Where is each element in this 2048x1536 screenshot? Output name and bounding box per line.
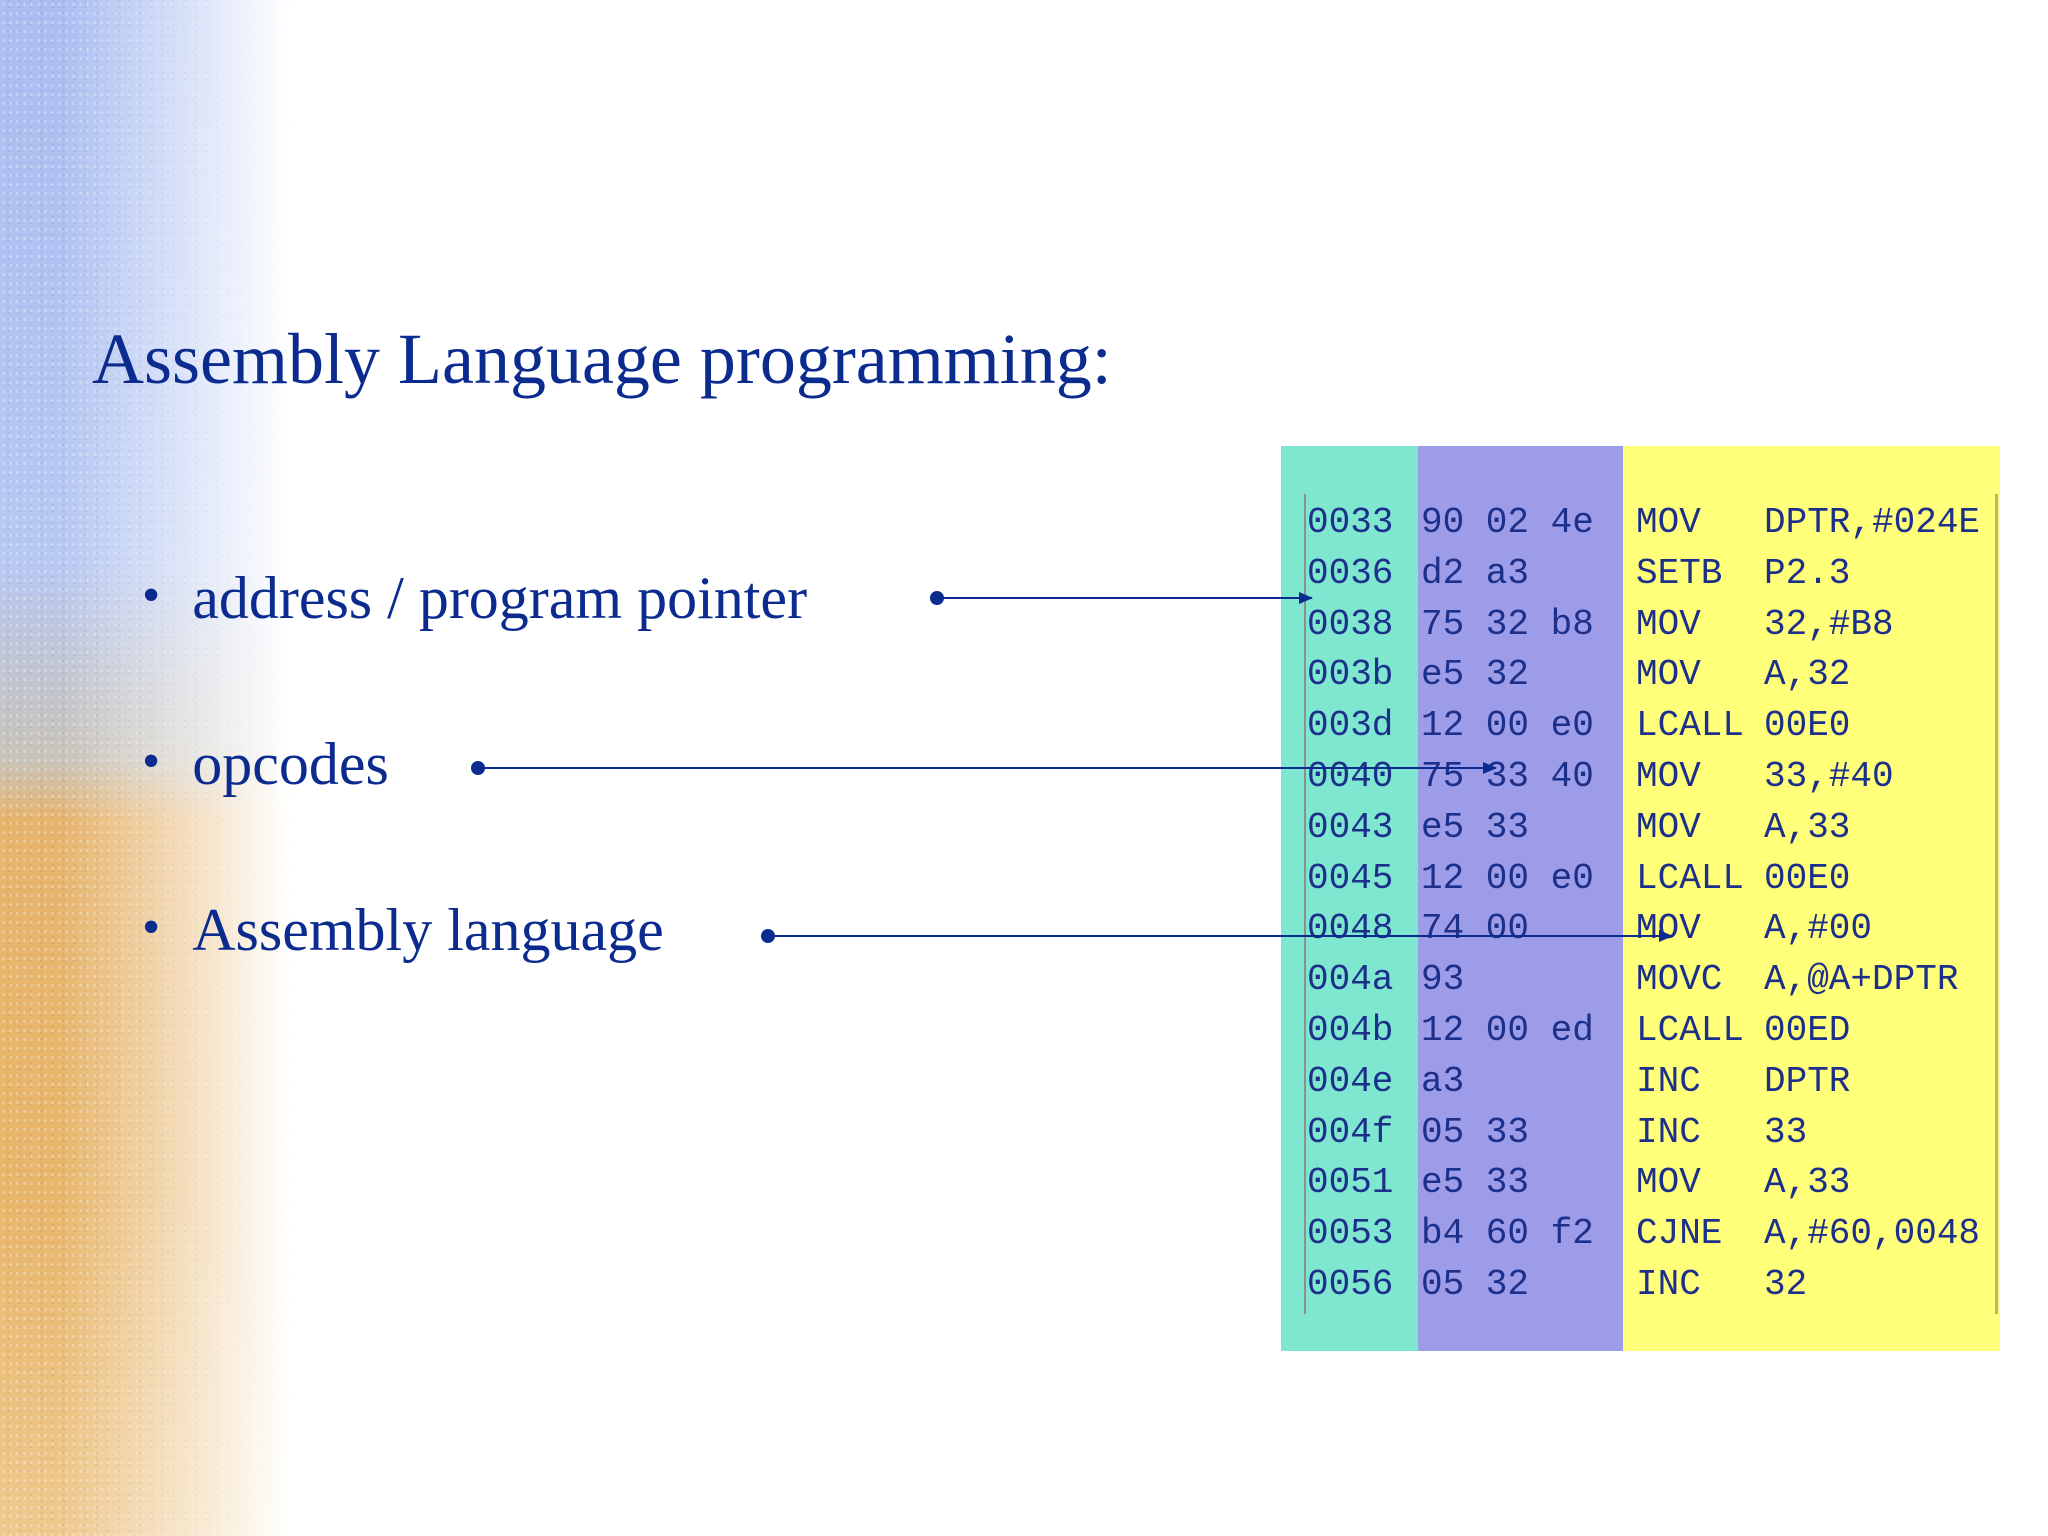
code-mnemonic: MOV — [1636, 806, 1701, 848]
code-operands: 32,#B8 — [1764, 603, 1894, 645]
code-operands: 00E0 — [1764, 857, 1851, 899]
code-operands: 33 — [1764, 1111, 1808, 1153]
assembly-column — [1623, 446, 2000, 1351]
bullet-address: • address / program pointer — [142, 564, 807, 633]
code-address: 004b — [1307, 1009, 1394, 1051]
code-operands: A,#00 — [1764, 908, 1873, 950]
code-mnemonic: MOVC — [1636, 959, 1723, 1001]
code-mnemonic: INC — [1636, 1111, 1701, 1153]
code-row: 003d 12 00 e0 LCALL 00E0 — [1307, 701, 1997, 752]
background-texture — [0, 0, 300, 1536]
code-address: 003b — [1307, 654, 1394, 696]
bullet-opcodes: • opcodes — [142, 730, 389, 799]
code-opcode: e5 33 — [1421, 806, 1530, 848]
code-operands: A,32 — [1764, 654, 1851, 696]
code-rows: 0033 90 02 4e MOV DPTR,#024E 0036 d2 a3 SETB P2… — [1307, 498, 1997, 1311]
code-row: 0056 05 32 INC 32 — [1307, 1260, 1997, 1311]
code-address: 0033 — [1307, 502, 1394, 543]
code-mnemonic: INC — [1636, 1060, 1701, 1102]
code-mnemonic: MOV — [1636, 603, 1701, 645]
code-operands: A,33 — [1764, 806, 1851, 848]
bullet-text: opcodes — [192, 731, 389, 797]
code-opcode: 12 00 ed — [1421, 1009, 1594, 1051]
code-address: 0045 — [1307, 857, 1394, 899]
code-row: 0038 75 32 b8 MOV 32,#B8 — [1307, 600, 1997, 651]
code-mnemonic: INC — [1636, 1263, 1701, 1305]
code-address: 0040 — [1307, 755, 1394, 797]
code-mnemonic: MOV — [1636, 502, 1701, 543]
code-opcode: 75 33 40 — [1421, 755, 1594, 797]
code-row: 0043 e5 33 MOV A,33 — [1307, 803, 1997, 854]
code-address: 0038 — [1307, 603, 1394, 645]
bullet-dot-icon: • — [142, 567, 161, 624]
bullet-dot-icon: • — [142, 899, 161, 956]
code-row: 0048 74 00 MOV A,#00 — [1307, 904, 1997, 955]
code-opcode: d2 a3 — [1421, 552, 1530, 594]
code-operands: 00ED — [1764, 1009, 1851, 1051]
bullet-dot-icon: • — [142, 733, 161, 790]
code-opcode: e5 33 — [1421, 1162, 1530, 1204]
code-opcode: 05 33 — [1421, 1111, 1530, 1153]
code-row: 004e a3 INC DPTR — [1307, 1057, 1997, 1108]
code-operands: 33,#40 — [1764, 755, 1894, 797]
code-address: 0056 — [1307, 1263, 1394, 1305]
code-operands: A,33 — [1764, 1162, 1851, 1204]
code-mnemonic: MOV — [1636, 755, 1701, 797]
code-operands: DPTR,#024E — [1764, 502, 1981, 543]
listing-left-rule — [1304, 494, 1306, 1314]
code-row: 0033 90 02 4e MOV DPTR,#024E — [1307, 498, 1997, 549]
code-row: 0053 b4 60 f2 CJNE A,#60,0048 — [1307, 1209, 1997, 1260]
code-opcode: 90 02 4e — [1421, 502, 1594, 543]
code-operands: 32 — [1764, 1263, 1808, 1305]
code-address: 004e — [1307, 1060, 1394, 1102]
code-mnemonic: MOV — [1636, 1162, 1701, 1204]
bullet-text: Assembly language — [192, 897, 664, 963]
code-address: 004a — [1307, 959, 1394, 1001]
code-operands: A,@A+DPTR — [1764, 959, 1959, 1001]
code-opcode: 12 00 e0 — [1421, 705, 1594, 747]
code-operands: A,#60,0048 — [1764, 1213, 1981, 1255]
code-opcode: 05 32 — [1421, 1263, 1530, 1305]
code-mnemonic: LCALL — [1636, 1009, 1745, 1051]
code-row: 0045 12 00 e0 LCALL 00E0 — [1307, 854, 1997, 905]
code-mnemonic: CJNE — [1636, 1213, 1723, 1255]
code-opcode: 12 00 e0 — [1421, 857, 1594, 899]
code-operands: P2.3 — [1764, 552, 1851, 594]
code-row: 004b 12 00 ed LCALL 00ED — [1307, 1006, 1997, 1057]
code-opcode: a3 — [1421, 1060, 1465, 1102]
code-opcode: b4 60 f2 — [1421, 1213, 1594, 1255]
code-operands: DPTR — [1764, 1060, 1851, 1102]
code-mnemonic: MOV — [1636, 654, 1701, 696]
slide-title: Assembly Language programming: — [92, 319, 1112, 399]
code-row: 0036 d2 a3 SETB P2.3 — [1307, 549, 1997, 600]
code-mnemonic: LCALL — [1636, 857, 1745, 899]
code-address: 003d — [1307, 705, 1394, 747]
code-row: 0040 75 33 40 MOV 33,#40 — [1307, 752, 1997, 803]
code-address: 0043 — [1307, 806, 1394, 848]
code-address: 0036 — [1307, 552, 1394, 594]
code-row: 0051 e5 33 MOV A,33 — [1307, 1158, 1997, 1209]
bullet-assembly-language: • Assembly language — [142, 896, 664, 965]
code-row: 004f 05 33 INC 33 — [1307, 1108, 1997, 1159]
code-mnemonic: MOV — [1636, 908, 1701, 950]
code-row: 003b e5 32 MOV A,32 — [1307, 650, 1997, 701]
code-address: 0048 — [1307, 908, 1394, 950]
code-listing-panel: 0033 90 02 4e MOV DPTR,#024E 0036 d2 a3 SETB P2… — [1281, 446, 2000, 1351]
code-opcode: 75 32 b8 — [1421, 603, 1594, 645]
bullet-text: address / program pointer — [192, 565, 808, 631]
code-opcode: 74 00 — [1421, 908, 1530, 950]
code-mnemonic: SETB — [1636, 552, 1723, 594]
code-address: 0051 — [1307, 1162, 1394, 1204]
code-address: 0053 — [1307, 1213, 1394, 1255]
code-mnemonic: LCALL — [1636, 705, 1745, 747]
code-operands: 00E0 — [1764, 705, 1851, 747]
code-address: 004f — [1307, 1111, 1394, 1153]
opcode-column — [1418, 446, 1623, 1351]
code-opcode: 93 — [1421, 959, 1465, 1001]
listing-right-rule — [1995, 494, 1998, 1314]
code-opcode: e5 32 — [1421, 654, 1530, 696]
code-row: 004a 93 MOVC A,@A+DPTR — [1307, 955, 1997, 1006]
